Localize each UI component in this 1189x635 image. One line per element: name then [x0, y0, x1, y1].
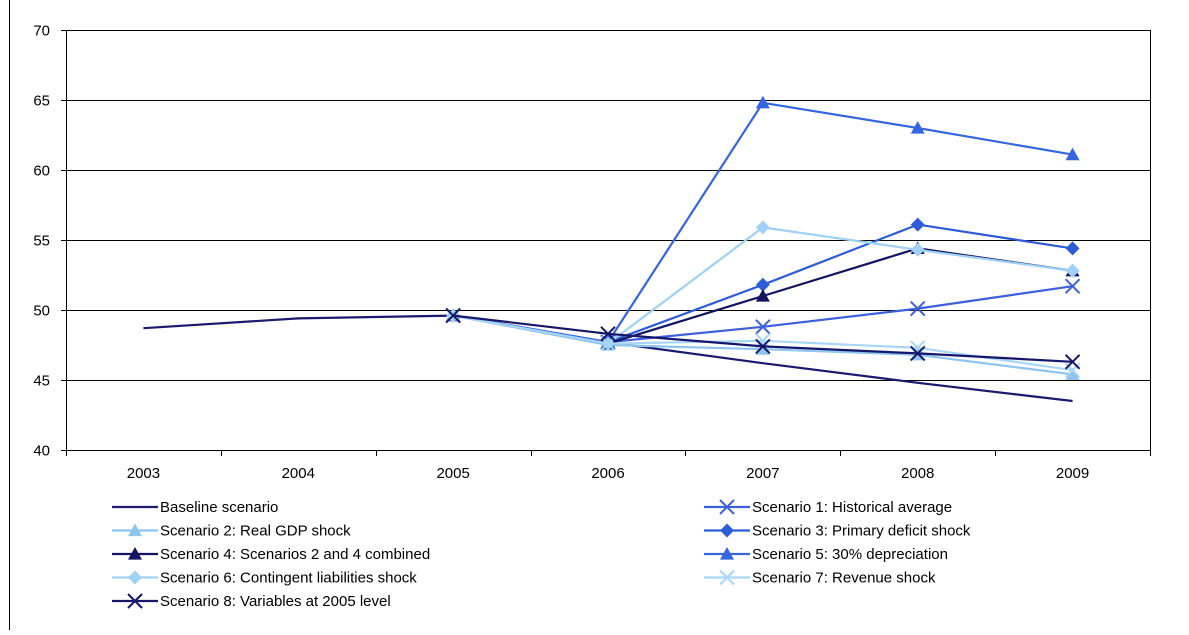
- data-point: [1065, 263, 1080, 278]
- series-9: [445, 307, 1081, 370]
- data-point: [910, 242, 925, 257]
- gridlines: [66, 30, 1150, 451]
- data-point: [910, 345, 926, 362]
- x-tick-label: 2007: [746, 465, 779, 482]
- y-tick-label: 70: [33, 23, 50, 40]
- legend-swatch-marker: [128, 570, 142, 585]
- legend-item-5: Scenario 4: Scenarios 2 and 4 combined: [112, 546, 430, 563]
- y-tick-label: 60: [33, 163, 50, 180]
- data-point: [445, 307, 461, 324]
- legend-label: Scenario 2: Real GDP shock: [160, 523, 351, 540]
- marker-stroke: [755, 319, 771, 335]
- marker-stroke: [1064, 278, 1081, 294]
- data-point: [1065, 241, 1080, 256]
- legend-label: Scenario 8: Variables at 2005 level: [160, 593, 391, 610]
- data-point: [755, 277, 770, 292]
- marker-stroke: [910, 345, 926, 362]
- legend-item-8: Scenario 7: Revenue shock: [704, 570, 936, 587]
- legend-label: Baseline scenario: [160, 499, 278, 516]
- data-point: [755, 342, 770, 355]
- y-tick-label: 40: [33, 443, 50, 460]
- data-point: [1064, 354, 1081, 370]
- legend-swatch-marker: [128, 523, 142, 537]
- y-tick-label: 50: [33, 303, 50, 320]
- legend-swatch-marker: [719, 499, 735, 515]
- x-tick-label: 2006: [591, 465, 624, 482]
- data-point: [755, 289, 770, 302]
- x-tick-label: 2004: [282, 465, 315, 482]
- y-tick-label: 65: [33, 93, 50, 110]
- marker-stroke: [127, 593, 143, 609]
- data-point: [600, 326, 616, 342]
- legend-item-2: Scenario 1: Historical average: [704, 499, 952, 516]
- x-tick-label: 2003: [127, 465, 160, 482]
- marker-stroke: [1064, 354, 1081, 370]
- marker-stroke: [719, 569, 735, 586]
- marker-stroke: [600, 326, 616, 342]
- legend-item-6: Scenario 5: 30% depreciation: [704, 546, 948, 563]
- data-point: [1065, 367, 1080, 380]
- data-point: [910, 217, 925, 232]
- legend-swatch-marker: [127, 593, 143, 609]
- x-tick-label: 2008: [901, 465, 934, 482]
- legend-label: Scenario 7: Revenue shock: [752, 570, 936, 587]
- legend-label: Scenario 4: Scenarios 2 and 4 combined: [160, 546, 430, 563]
- data-point: [1064, 278, 1081, 294]
- legend-item-7: Scenario 6: Contingent liabilities shock: [112, 570, 417, 587]
- legend-swatch-marker: [720, 547, 734, 560]
- legend-swatch-marker: [720, 523, 734, 538]
- marker-stroke: [719, 499, 735, 515]
- marker-stroke: [910, 300, 926, 317]
- data-point: [755, 220, 770, 235]
- legend-item-3: Scenario 2: Real GDP shock: [112, 523, 351, 540]
- legend-swatch-marker: [128, 547, 142, 560]
- marker-stroke: [445, 307, 461, 324]
- axes: 40 45 50 55 60 65 70 2003 2004 2005 2006 2007 2008 20…: [33, 23, 1151, 482]
- legend-label: Scenario 5: 30% depreciation: [752, 546, 948, 563]
- legend-label: Scenario 3: Primary deficit shock: [752, 523, 971, 540]
- x-tick-label: 2005: [436, 465, 469, 482]
- x-tick-label: 2009: [1056, 465, 1089, 482]
- legend-item-1: Baseline scenario: [112, 499, 278, 516]
- data-point: [910, 121, 925, 134]
- legend: Baseline scenario Scenario 1: Historical …: [112, 499, 971, 610]
- legend-item-4: Scenario 3: Primary deficit shock: [704, 523, 971, 540]
- data-point: [755, 338, 771, 355]
- legend-item-9: Scenario 8: Variables at 2005 level: [112, 593, 391, 610]
- data-point: [910, 300, 926, 317]
- legend-label: Scenario 1: Historical average: [752, 499, 952, 516]
- legend-swatch-marker: [719, 569, 735, 586]
- marker-stroke: [755, 338, 771, 355]
- y-tick-label: 55: [33, 233, 50, 250]
- y-tick-label: 45: [33, 373, 50, 390]
- series-lines: [143, 95, 1081, 403]
- data-point: [755, 319, 771, 335]
- data-point: [1065, 147, 1080, 161]
- legend-label: Scenario 6: Contingent liabilities shock: [160, 570, 417, 587]
- data-point: [755, 95, 770, 109]
